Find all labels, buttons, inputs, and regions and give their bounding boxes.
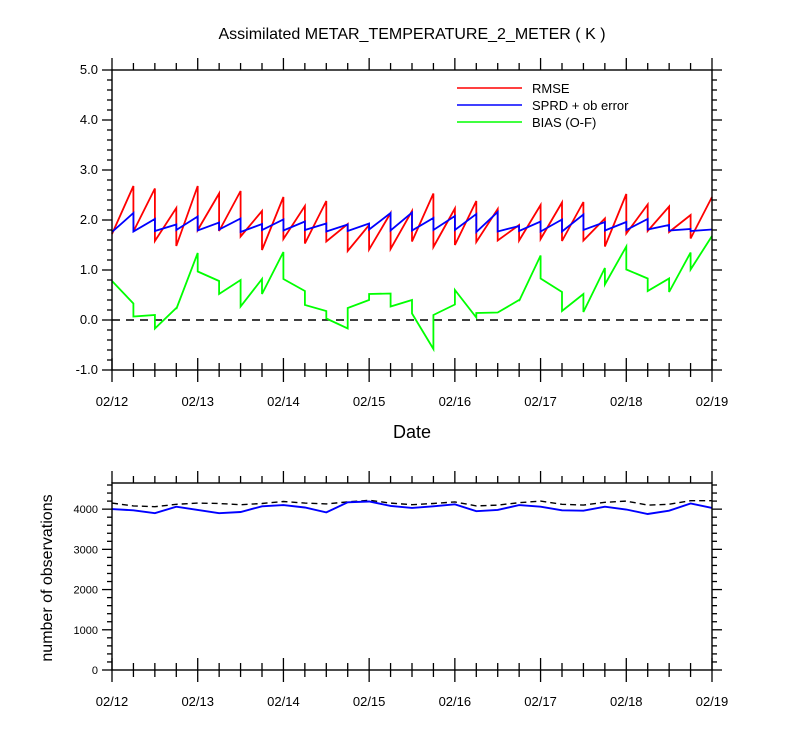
y-tick-label: 4000 (74, 504, 98, 516)
x-axis-label: Date (393, 422, 431, 442)
series-line-sprd-ob-error (111, 209, 713, 235)
legend-label: BIAS (O-F) (532, 115, 596, 130)
y-tick-label: 5.0 (80, 62, 98, 77)
obs-possible-dashed-line (111, 499, 712, 508)
x-tick-label: 02/12 (96, 394, 129, 409)
top-series-layer (111, 185, 713, 353)
y-tick-label: 0.0 (80, 312, 98, 327)
y-tick-label: 4.0 (80, 112, 98, 127)
top-y-ticklabels: -1.0 0.0 1.0 2.0 3.0 4.0 5.0 (76, 62, 98, 377)
top-ticks (102, 58, 722, 382)
x-tick-label: 02/18 (610, 394, 643, 409)
legend: RMSE SPRD + ob error BIAS (O-F) (457, 81, 629, 130)
x-tick-label: 02/12 (96, 694, 129, 709)
x-tick-label: 02/13 (181, 694, 214, 709)
chart-title: Assimilated METAR_TEMPERATURE_2_METER ( … (218, 26, 605, 43)
legend-label: RMSE (532, 81, 570, 96)
top-x-ticklabels: 02/12 02/13 02/14 02/15 02/16 02/17 02/18 02/19 (96, 394, 729, 409)
bottom-y-ticklabels: 0 1000 2000 3000 4000 (74, 504, 98, 677)
x-tick-label: 02/15 (353, 394, 386, 409)
x-tick-label: 02/16 (439, 394, 472, 409)
bottom-x-ticklabels: 02/12 02/13 02/14 02/15 02/16 02/17 02/18 02/19 (96, 694, 729, 709)
obs-used-line (111, 500, 713, 515)
y-tick-label: 1000 (74, 625, 98, 637)
x-tick-label: 02/18 (610, 694, 643, 709)
y-tick-label: 3.0 (80, 162, 98, 177)
legend-label: SPRD + ob error (532, 98, 629, 113)
y-tick-label: 2.0 (80, 212, 98, 227)
x-tick-label: 02/14 (267, 394, 300, 409)
y-tick-label: 2000 (74, 585, 98, 597)
top-chart: Assimilated METAR_TEMPERATURE_2_METER ( … (76, 26, 729, 442)
x-tick-label: 02/16 (439, 694, 472, 709)
bottom-ticks (102, 471, 722, 682)
x-tick-label: 02/19 (696, 694, 729, 709)
x-tick-label: 02/15 (353, 694, 386, 709)
bottom-series-layer (111, 499, 713, 515)
x-tick-label: 02/19 (696, 394, 729, 409)
x-tick-label: 02/17 (524, 694, 557, 709)
series-line-bias-o-f (111, 235, 713, 353)
x-tick-label: 02/17 (524, 394, 557, 409)
y-tick-label: -1.0 (76, 362, 98, 377)
y-tick-label: 0 (92, 665, 98, 677)
x-tick-label: 02/13 (181, 394, 214, 409)
x-tick-label: 02/14 (267, 694, 300, 709)
y-axis-label: number of observations (39, 494, 56, 661)
y-tick-label: 1.0 (80, 262, 98, 277)
y-tick-label: 3000 (74, 544, 98, 556)
